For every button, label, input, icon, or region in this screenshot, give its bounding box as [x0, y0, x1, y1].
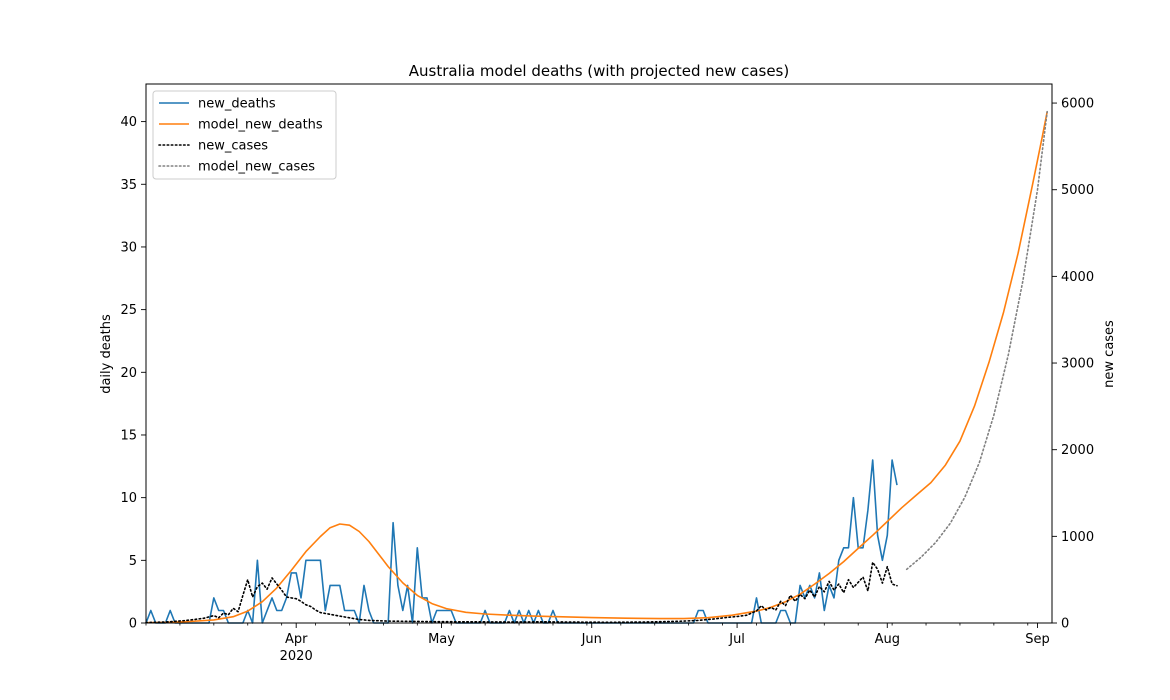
legend-label-model-new-cases: model_new_cases — [198, 160, 315, 175]
plot-area — [145, 83, 1053, 624]
y-left-tick-label: 0 — [129, 617, 137, 632]
y-axis-right-label: new cases — [1102, 320, 1117, 388]
y-right-tick-label: 1000 — [1061, 530, 1094, 545]
legend-box — [152, 90, 337, 180]
series-line-model-new-deaths — [145, 111, 1048, 624]
x-tick-label: Apr — [285, 632, 308, 647]
x-tick-label: Jun — [581, 632, 602, 647]
series-line-model-new-cases — [905, 110, 1048, 571]
y-axis-right: 0 1000 2000 3000 4000 5000 6000 — [1052, 97, 1094, 632]
y-axis-left: 0 5 10 15 20 25 30 35 40 — [120, 115, 146, 632]
x-tick-label: Jul — [728, 632, 745, 647]
legend: new_deaths model_new_deaths new_casesmodel… — [152, 90, 337, 180]
y-right-tick-label: 0 — [1061, 617, 1069, 632]
y-right-tick-label: 6000 — [1061, 97, 1094, 112]
plot-frame — [145, 83, 1053, 624]
y-left-tick-label: 20 — [120, 366, 137, 381]
series-line-new-cases — [145, 561, 898, 624]
legend-label-new-cases: new_cases — [198, 139, 268, 154]
y-left-tick-label: 5 — [129, 554, 137, 569]
y-left-tick-label: 40 — [120, 115, 137, 130]
y-right-tick-label: 3000 — [1061, 357, 1094, 372]
x-tick-sublabel: 2020 — [280, 649, 313, 664]
x-tick-label: Aug — [875, 632, 900, 647]
y-left-tick-label: 10 — [120, 491, 137, 506]
chart-title: Australia model deaths (with projected n… — [409, 62, 789, 80]
x-tick-label: May — [428, 632, 455, 647]
y-axis-left-label: daily deaths — [99, 314, 114, 394]
y-left-tick-label: 30 — [120, 240, 137, 255]
x-tick-label: Sep — [1025, 632, 1050, 647]
y-right-tick-label: 2000 — [1061, 443, 1094, 458]
legend-label-new-deaths: new_deaths — [198, 97, 276, 112]
series-line-new-deaths — [145, 459, 898, 624]
series-layer — [145, 110, 1048, 624]
y-left-tick-label: 25 — [120, 303, 137, 318]
y-right-tick-label: 5000 — [1061, 183, 1094, 198]
y-left-tick-label: 35 — [120, 178, 137, 193]
legend-label-model-new-deaths: model_new_deaths — [198, 118, 323, 133]
y-right-tick-label: 4000 — [1061, 270, 1094, 285]
x-axis: Apr 2020 May Jun Jul Aug Sep — [145, 623, 1050, 664]
y-left-tick-label: 15 — [120, 428, 137, 443]
